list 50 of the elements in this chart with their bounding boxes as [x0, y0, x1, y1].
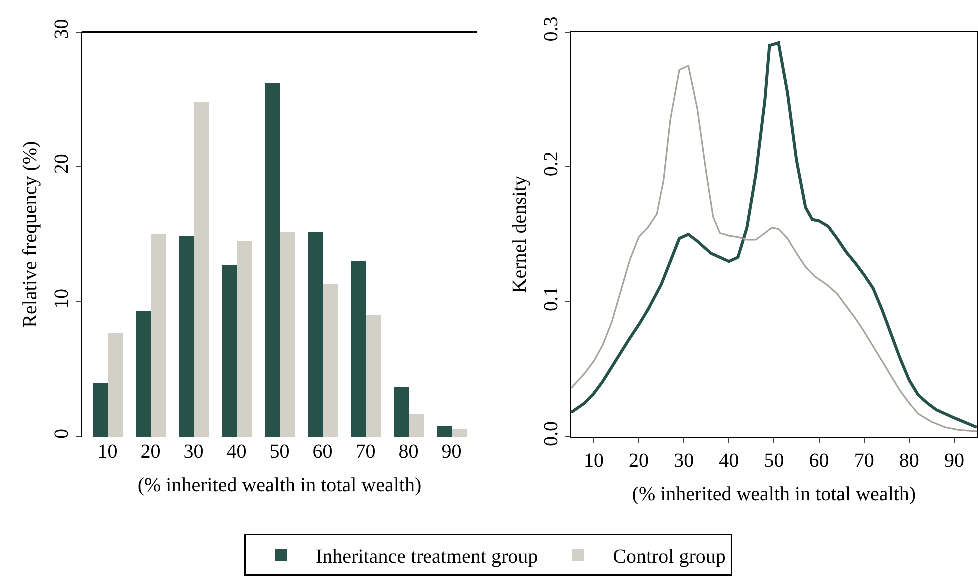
- bar: [394, 387, 409, 437]
- bar: [150, 234, 166, 437]
- bar: [136, 311, 151, 437]
- x-tick-label: 60: [312, 440, 333, 463]
- x-tick-label: 40: [719, 450, 740, 472]
- bar: [280, 232, 295, 437]
- bar: [366, 315, 381, 437]
- y-tick-label: 30: [50, 19, 73, 40]
- x-tick-label: 50: [764, 450, 784, 472]
- bar: [452, 429, 467, 437]
- x-tick-label: 90: [944, 450, 964, 472]
- bar: [308, 232, 323, 437]
- x-tick-label: 20: [629, 450, 650, 472]
- bar: [236, 241, 252, 437]
- bar: [264, 83, 280, 437]
- bar: [408, 414, 424, 437]
- x-tick-label: 70: [854, 450, 874, 472]
- x-tick-label: 80: [398, 440, 419, 463]
- x-tick-label: 40: [226, 440, 247, 463]
- x-tick-label: 60: [809, 450, 830, 472]
- x-tick-label: 10: [98, 440, 118, 463]
- x-axis-title: (% inherited wealth in total wealth): [138, 474, 422, 496]
- y-tick-label: 0.2: [540, 152, 562, 177]
- x-tick-label: 90: [442, 440, 462, 463]
- bar: [108, 333, 123, 437]
- bar: [92, 383, 108, 437]
- bar: [222, 265, 237, 437]
- bar: [322, 284, 338, 437]
- x-tick-label: 20: [140, 440, 161, 463]
- x-tick-label: 30: [674, 450, 694, 472]
- bar: [436, 426, 452, 437]
- y-tick-label: 0.0: [540, 421, 562, 446]
- x-tick-label: 10: [584, 450, 604, 472]
- y-tick-label: 10: [50, 289, 73, 310]
- y-tick-label: 0: [50, 428, 73, 439]
- x-axis-title: (% inherited wealth in total wealth): [632, 483, 916, 506]
- legend-label: Inheritance treatment group: [316, 546, 538, 568]
- bar: [194, 102, 209, 437]
- legend-label: Control group: [613, 546, 726, 568]
- x-tick-label: 30: [184, 440, 204, 463]
- bar: [178, 236, 194, 437]
- y-tick-label: 20: [50, 154, 73, 174]
- y-axis-title: Relative frequency (%): [19, 141, 42, 328]
- x-tick-label: 50: [270, 440, 290, 463]
- y-tick-label: 0.1: [540, 286, 562, 312]
- x-tick-label: 70: [356, 440, 376, 463]
- x-tick-label: 80: [899, 450, 920, 472]
- y-tick-label: 0.3: [540, 16, 562, 42]
- y-axis-title: Kernel density: [508, 176, 531, 294]
- bar: [350, 261, 366, 437]
